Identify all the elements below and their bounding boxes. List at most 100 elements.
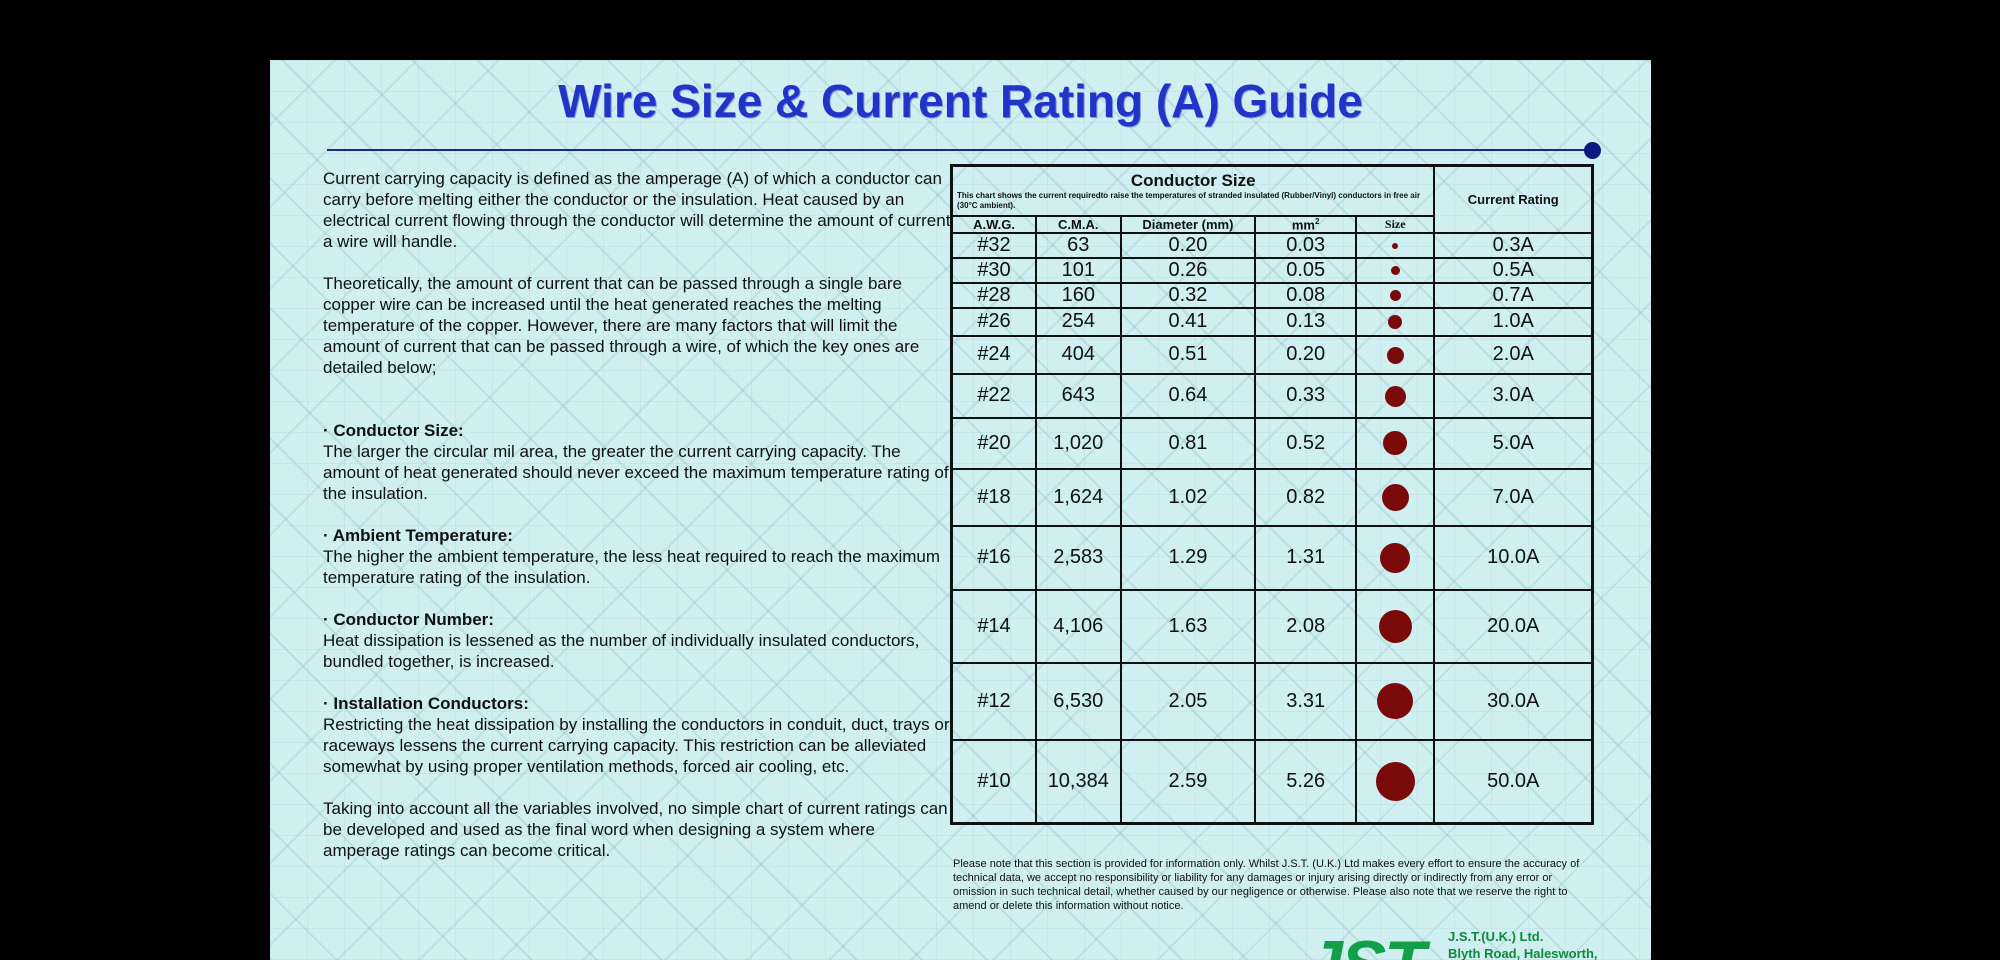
- size-cell: [1354, 334, 1436, 375]
- awg-cell: #32: [950, 231, 1038, 259]
- wire-size-dot-icon: [1390, 266, 1400, 276]
- mm2-cell: 0.13: [1254, 306, 1357, 337]
- cma-cell: 63: [1035, 231, 1122, 259]
- table-row: #30 101 0.26 0.05 0.5A: [950, 256, 1594, 284]
- wire-size-dot-icon: [1384, 385, 1406, 407]
- rating-cell: 0.3A: [1433, 231, 1594, 259]
- table-row: #12 6,530 2.05 3.31 30.0A: [950, 661, 1594, 741]
- wire-size-dot-icon: [1381, 483, 1409, 511]
- awg-cell: #18: [950, 467, 1038, 527]
- size-cell: [1354, 738, 1436, 825]
- factor-ambient-temperature: · Ambient Temperature: The higher the am…: [323, 525, 953, 588]
- col-diameter: Diameter (mm): [1119, 214, 1257, 234]
- size-cell: [1354, 588, 1436, 664]
- rating-cell: 30.0A: [1433, 661, 1594, 741]
- rating-cell: 0.7A: [1433, 281, 1594, 309]
- intro-paragraph-1: Current carrying capacity is defined as …: [323, 169, 951, 251]
- mm2-cell: 0.52: [1254, 416, 1357, 470]
- size-cell: [1354, 306, 1436, 337]
- table-row: #22 643 0.64 0.33 3.0A: [950, 372, 1594, 419]
- factor-text: Restricting the heat dissipation by inst…: [323, 715, 950, 776]
- cma-cell: 254: [1035, 306, 1122, 337]
- page-title: Wire Size & Current Rating (A) Guide: [558, 75, 1363, 127]
- wire-size-dot-icon: [1377, 683, 1414, 720]
- table-row: #16 2,583 1.29 1.31 10.0A: [950, 524, 1594, 591]
- mm2-cell: 5.26: [1254, 738, 1357, 825]
- diameter-cell: 0.20: [1119, 231, 1257, 259]
- factor-heading: · Conductor Number:: [323, 610, 494, 629]
- factor-text: The higher the ambient temperature, the …: [323, 547, 941, 587]
- rating-cell: 3.0A: [1433, 372, 1594, 419]
- table-row: #32 63 0.20 0.03 0.3A: [950, 231, 1594, 259]
- mm2-cell: 0.05: [1254, 256, 1357, 284]
- title-divider: [327, 149, 1592, 151]
- rating-cell: 0.5A: [1433, 256, 1594, 284]
- diameter-cell: 0.64: [1119, 372, 1257, 419]
- size-cell: [1354, 281, 1436, 309]
- mm2-cell: 0.82: [1254, 467, 1357, 527]
- wire-size-dot-icon: [1386, 346, 1404, 364]
- company-name: J.S.T.(U.K.) Ltd.: [1448, 929, 1544, 944]
- table-row: #18 1,624 1.02 0.82 7.0A: [950, 467, 1594, 527]
- diameter-cell: 0.51: [1119, 334, 1257, 375]
- diameter-cell: 1.02: [1119, 467, 1257, 527]
- col-awg: A.W.G.: [950, 214, 1038, 234]
- col-cma: C.M.A.: [1035, 214, 1122, 234]
- wire-size-dot-icon: [1389, 290, 1401, 302]
- company-address: J.S.T.(U.K.) Ltd. Blyth Road, Halesworth…: [1448, 928, 1598, 960]
- awg-cell: #26: [950, 306, 1038, 337]
- diameter-cell: 0.26: [1119, 256, 1257, 284]
- cma-cell: 643: [1035, 372, 1122, 419]
- size-cell: [1354, 661, 1436, 741]
- factor-conductor-size: · Conductor Size: The larger the circula…: [323, 420, 953, 504]
- col-size: Size: [1354, 214, 1436, 234]
- rating-cell: 5.0A: [1433, 416, 1594, 470]
- mm2-cell: 1.31: [1254, 524, 1357, 591]
- rating-cell: 7.0A: [1433, 467, 1594, 527]
- conductor-size-title: Conductor Size: [1130, 171, 1256, 190]
- table-body: #32 63 0.20 0.03 0.3A #30 101 0.26 0.05 0.5A #28 16…: [950, 231, 1594, 825]
- awg-cell: #20: [950, 416, 1038, 470]
- cma-cell: 160: [1035, 281, 1122, 309]
- wire-size-dot-icon: [1380, 542, 1411, 573]
- intro-paragraph-2: Theoretically, the amount of current tha…: [323, 274, 920, 377]
- mm2-cell: 2.08: [1254, 588, 1357, 664]
- mm2-cell: 0.03: [1254, 231, 1357, 259]
- table-row: #24 404 0.51 0.20 2.0A: [950, 334, 1594, 375]
- address-line: Blyth Road, Halesworth,: [1448, 946, 1598, 960]
- diameter-cell: 2.05: [1119, 661, 1257, 741]
- col-mm2: mm2: [1254, 214, 1357, 234]
- wire-size-dot-icon: [1388, 315, 1403, 330]
- size-cell: [1354, 256, 1436, 284]
- mm2-cell: 0.33: [1254, 372, 1357, 419]
- factor-conductor-number: · Conductor Number: Heat dissipation is …: [323, 609, 953, 672]
- awg-cell: #16: [950, 524, 1038, 591]
- jst-logo: JST: [1305, 926, 1426, 960]
- diameter-cell: 1.63: [1119, 588, 1257, 664]
- rating-cell: 10.0A: [1433, 524, 1594, 591]
- factor-text: Heat dissipation is lessened as the numb…: [323, 631, 920, 671]
- factor-heading: · Ambient Temperature:: [323, 526, 513, 545]
- wire-size-dot-icon: [1383, 431, 1408, 456]
- wire-size-table: Conductor Size This chart shows the curr…: [950, 164, 1594, 826]
- cma-cell: 4,106: [1035, 588, 1122, 664]
- diameter-cell: 0.81: [1119, 416, 1257, 470]
- awg-cell: #24: [950, 334, 1038, 375]
- factor-installation-conductors: · Installation Conductors: Restricting t…: [323, 693, 953, 777]
- cma-cell: 2,583: [1035, 524, 1122, 591]
- rating-cell: 50.0A: [1433, 738, 1594, 825]
- size-cell: [1354, 231, 1436, 259]
- size-cell: [1354, 416, 1436, 470]
- awg-cell: #22: [950, 372, 1038, 419]
- awg-cell: #28: [950, 281, 1038, 309]
- awg-cell: #12: [950, 661, 1038, 741]
- current-rating-header: Current Rating: [1433, 164, 1594, 234]
- diameter-cell: 2.59: [1119, 738, 1257, 825]
- disclaimer-note: Please note that this section is provide…: [953, 858, 1580, 912]
- size-cell: [1354, 524, 1436, 591]
- table-row: #28 160 0.32 0.08 0.7A: [950, 281, 1594, 309]
- factor-heading: · Installation Conductors:: [323, 694, 529, 713]
- mm2-cell: 0.08: [1254, 281, 1357, 309]
- awg-cell: #14: [950, 588, 1038, 664]
- rating-cell: 1.0A: [1433, 306, 1594, 337]
